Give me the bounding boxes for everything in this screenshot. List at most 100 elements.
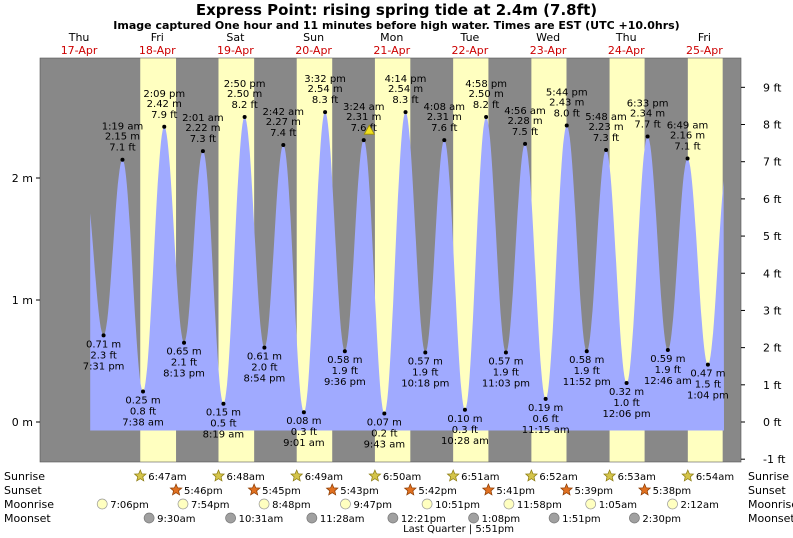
tide-time-label: 12:06 pm xyxy=(603,409,651,420)
moonrise-icon xyxy=(503,498,515,510)
sunset-time: 5:46pm xyxy=(184,486,223,497)
tide-metres-label: 0.10 m xyxy=(447,414,482,425)
left-tick-label: 1 m xyxy=(12,294,33,307)
moonrise-time: 7:54pm xyxy=(191,500,230,511)
sunrise-icon xyxy=(290,469,304,482)
tide-time-label: 8:54 pm xyxy=(244,374,286,385)
tide-feet-label: 2.0 ft xyxy=(251,363,277,374)
tide-metres-label: 2.43 m xyxy=(549,98,584,109)
tide-metres-label: 0.57 m xyxy=(488,356,523,367)
tide-metres-label: 0.65 m xyxy=(166,347,201,358)
moonset-icon xyxy=(468,512,479,524)
tide-time-label: 9:43 am xyxy=(364,439,406,450)
tide-feet-label: 1.5 ft xyxy=(695,380,721,391)
tide-metres-label: 0.32 m xyxy=(609,387,644,398)
row-label-left: Sunset xyxy=(4,484,42,497)
chart-subtitle: Image captured One hour and 11 minutes b… xyxy=(113,19,680,32)
right-tick-label: 6 ft xyxy=(763,193,782,206)
moonset-time: 11:28am xyxy=(320,514,365,525)
tide-point xyxy=(281,143,286,148)
chart-title: Express Point: rising spring tide at 2.4… xyxy=(195,1,598,19)
left-tick-label: 0 m xyxy=(12,416,33,429)
right-tick-label: 4 ft xyxy=(763,267,782,280)
tide-feet-label: 1.9 ft xyxy=(493,367,519,378)
tide-point xyxy=(101,333,106,338)
tide-time-label: 4:08 am xyxy=(424,102,466,113)
day-name: Fri xyxy=(151,31,164,44)
tide-feet-label: 0.2 ft xyxy=(371,428,397,439)
right-tick-label: 2 ft xyxy=(763,342,782,355)
tide-time-label: 9:36 pm xyxy=(324,377,366,388)
tide-time-label: 8:19 am xyxy=(203,430,245,441)
tide-metres-label: 0.59 m xyxy=(650,354,685,365)
tide-metres-label: 0.07 m xyxy=(367,417,402,428)
tide-feet-label: 8.0 ft xyxy=(554,109,580,120)
tide-time-label: 8:13 pm xyxy=(163,369,205,380)
moon-phase-label: Last Quarter | 5:51pm xyxy=(403,524,514,535)
tide-feet-label: 8.2 ft xyxy=(473,100,499,111)
tide-point xyxy=(705,362,710,367)
moonset-time: 12:21pm xyxy=(401,514,446,525)
tide-metres-label: 2.42 m xyxy=(147,99,182,110)
tide-feet-label: 7.9 ft xyxy=(151,110,177,121)
tide-time-label: 5:48 am xyxy=(585,112,627,123)
tide-metres-label: 0.08 m xyxy=(286,416,321,427)
tide-time-label: 9:01 am xyxy=(283,438,325,449)
tide-point xyxy=(262,345,267,350)
sunrise-time: 6:53am xyxy=(618,472,656,483)
right-tick-label: -1 ft xyxy=(763,453,786,466)
day-date: 21-Apr xyxy=(373,44,410,57)
sunset-icon xyxy=(403,483,417,496)
day-name: Fri xyxy=(698,31,711,44)
tide-point xyxy=(120,157,125,162)
tide-point xyxy=(361,138,366,143)
tide-feet-label: 1.9 ft xyxy=(655,365,681,376)
right-tick-label: 7 ft xyxy=(763,156,782,169)
tide-point xyxy=(403,110,408,115)
tide-point xyxy=(182,340,187,345)
tide-feet-label: 0.5 ft xyxy=(210,419,236,430)
tide-metres-label: 0.57 m xyxy=(408,356,443,367)
left-tick-label: 2 m xyxy=(12,172,33,185)
tide-feet-label: 7.3 ft xyxy=(593,133,619,144)
day-date: 25-Apr xyxy=(686,44,723,57)
tide-feet-label: 7.1 ft xyxy=(109,143,135,154)
sunset-time: 5:45pm xyxy=(262,486,301,497)
tide-point xyxy=(665,348,670,353)
tide-point xyxy=(382,411,387,416)
tide-metres-label: 2.54 m xyxy=(307,84,342,95)
tide-point xyxy=(301,410,306,415)
day-date: 20-Apr xyxy=(295,44,332,57)
day-name: Thu xyxy=(615,31,637,44)
moonrise-icon xyxy=(585,498,597,510)
tide-metres-label: 2.16 m xyxy=(670,130,705,141)
moonset-time: 1:08pm xyxy=(482,514,521,525)
plot-frame xyxy=(39,57,742,463)
tide-metres-label: 2.31 m xyxy=(427,112,462,123)
tide-feet-label: 2.3 ft xyxy=(90,350,116,361)
tide-point xyxy=(442,138,447,143)
tide-point xyxy=(162,124,167,129)
right-tick-label: 9 ft xyxy=(763,81,782,94)
tide-point xyxy=(503,350,508,355)
moonrise-time: 2:12am xyxy=(681,500,719,511)
sunset-icon xyxy=(559,483,574,496)
day-date: 24-Apr xyxy=(608,44,645,57)
tide-point xyxy=(523,141,528,146)
moonset-icon xyxy=(548,512,560,524)
day-date: 18-Apr xyxy=(139,44,176,57)
tide-feet-label: 8.3 ft xyxy=(392,95,418,106)
sunset-icon xyxy=(325,483,339,496)
moonrise-icon xyxy=(96,498,108,510)
moonset-icon xyxy=(387,512,399,524)
tide-time-label: 10:18 pm xyxy=(401,378,449,389)
tide-time-label: 12:46 am xyxy=(644,376,692,387)
sunrise-icon xyxy=(211,469,226,482)
tide-metres-label: 0.61 m xyxy=(247,352,282,363)
sunrise-time: 6:50am xyxy=(383,472,421,483)
tide-time-label: 3:32 pm xyxy=(304,74,346,85)
tide-time-label: 6:49 am xyxy=(667,120,709,131)
tide-point xyxy=(242,115,247,119)
moonrise-time: 10:51pm xyxy=(435,500,480,511)
tide-feet-label: 0.3 ft xyxy=(291,427,317,438)
